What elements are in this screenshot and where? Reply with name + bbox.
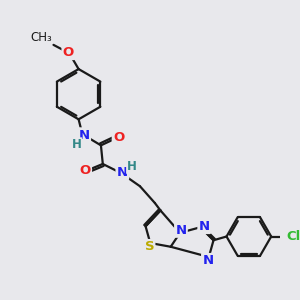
Text: N: N — [117, 166, 128, 179]
Text: N: N — [202, 254, 214, 267]
Text: O: O — [63, 46, 74, 59]
Text: H: H — [127, 160, 136, 173]
Text: Cl: Cl — [286, 230, 300, 243]
Text: N: N — [199, 220, 210, 233]
Text: N: N — [176, 224, 187, 236]
Text: CH₃: CH₃ — [30, 31, 52, 44]
Text: N: N — [79, 129, 90, 142]
Text: H: H — [72, 138, 82, 151]
Text: O: O — [113, 131, 124, 144]
Text: S: S — [145, 240, 154, 253]
Text: O: O — [80, 164, 91, 177]
